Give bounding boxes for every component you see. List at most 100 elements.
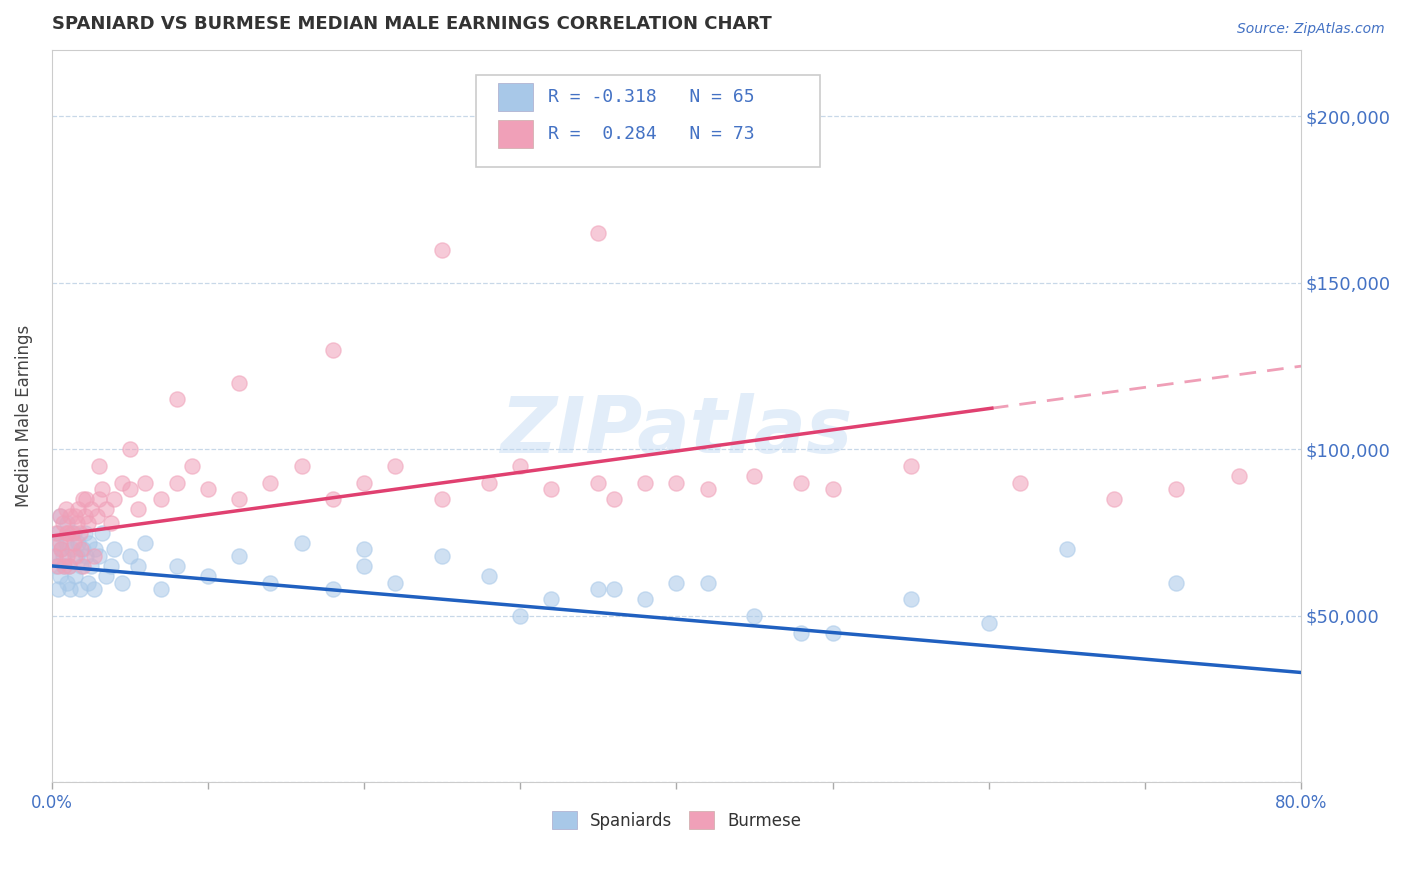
- Point: [540, 592, 562, 607]
- Point: [56, 525, 79, 540]
- Point: [90, 483, 112, 497]
- Point: [509, 458, 531, 473]
- Point: [83, 549, 105, 563]
- Point: [84, 542, 107, 557]
- Point: [58, 558, 80, 573]
- Point: [430, 243, 453, 257]
- Point: [259, 475, 281, 490]
- Text: R =  0.284   N = 73: R = 0.284 N = 73: [548, 125, 755, 144]
- Point: [87, 549, 110, 563]
- Point: [977, 615, 1000, 630]
- Point: [634, 475, 657, 490]
- Point: [118, 442, 141, 457]
- Point: [46, 558, 69, 573]
- Point: [127, 502, 149, 516]
- Point: [478, 569, 501, 583]
- Point: [259, 575, 281, 590]
- Point: [75, 492, 97, 507]
- Point: [353, 475, 375, 490]
- Y-axis label: Median Male Earnings: Median Male Earnings: [15, 325, 32, 508]
- Point: [744, 469, 766, 483]
- Point: [166, 475, 188, 490]
- Point: [134, 475, 156, 490]
- Point: [86, 508, 108, 523]
- Point: [665, 575, 688, 590]
- Point: [1056, 542, 1078, 557]
- Point: [52, 516, 75, 530]
- Point: [588, 226, 610, 240]
- Point: [166, 558, 188, 573]
- Point: [118, 549, 141, 563]
- Point: [55, 502, 77, 516]
- Point: [63, 569, 86, 583]
- Point: [588, 475, 610, 490]
- Legend: Spaniards, Burmese: Spaniards, Burmese: [546, 805, 808, 837]
- Point: [63, 508, 86, 523]
- Text: SPANIARD VS BURMESE MEDIAN MALE EARNINGS CORRELATION CHART: SPANIARD VS BURMESE MEDIAN MALE EARNINGS…: [52, 15, 772, 33]
- Point: [1164, 483, 1187, 497]
- Point: [49, 542, 72, 557]
- Point: [46, 525, 69, 540]
- Point: [821, 625, 844, 640]
- Point: [900, 592, 922, 607]
- Point: [59, 508, 82, 523]
- Point: [44, 549, 66, 563]
- Text: R = -0.318   N = 65: R = -0.318 N = 65: [548, 88, 755, 106]
- Point: [1227, 469, 1250, 483]
- Point: [53, 558, 76, 573]
- Point: [56, 525, 79, 540]
- Point: [49, 542, 72, 557]
- Point: [111, 575, 134, 590]
- Text: ZIPatlas: ZIPatlas: [501, 392, 852, 468]
- Point: [322, 343, 344, 357]
- Point: [100, 516, 122, 530]
- Point: [821, 483, 844, 497]
- Point: [83, 582, 105, 597]
- Point: [665, 475, 688, 490]
- Point: [56, 516, 79, 530]
- Point: [696, 575, 718, 590]
- Point: [75, 549, 97, 563]
- Point: [103, 492, 125, 507]
- Point: [45, 535, 67, 549]
- Point: [353, 542, 375, 557]
- Point: [384, 575, 406, 590]
- Point: [197, 569, 219, 583]
- Point: [90, 525, 112, 540]
- Text: Source: ZipAtlas.com: Source: ZipAtlas.com: [1237, 22, 1385, 37]
- Point: [603, 582, 626, 597]
- Bar: [498, 83, 533, 112]
- Point: [430, 492, 453, 507]
- Point: [111, 475, 134, 490]
- Point: [900, 458, 922, 473]
- Point: [540, 483, 562, 497]
- Point: [166, 392, 188, 407]
- Point: [181, 458, 204, 473]
- Point: [197, 483, 219, 497]
- Point: [48, 508, 70, 523]
- Bar: [498, 120, 533, 148]
- Point: [69, 582, 91, 597]
- Point: [52, 549, 75, 563]
- Point: [103, 542, 125, 557]
- Point: [87, 458, 110, 473]
- Point: [1102, 492, 1125, 507]
- Point: [48, 569, 70, 583]
- Point: [60, 542, 83, 557]
- Point: [790, 625, 813, 640]
- Point: [80, 502, 103, 516]
- Point: [87, 492, 110, 507]
- Point: [96, 569, 118, 583]
- Point: [67, 502, 90, 516]
- Point: [72, 492, 94, 507]
- Point: [1164, 575, 1187, 590]
- Point: [790, 475, 813, 490]
- Point: [73, 508, 96, 523]
- Point: [66, 549, 89, 563]
- Point: [67, 535, 90, 549]
- FancyBboxPatch shape: [477, 76, 820, 167]
- Point: [96, 502, 118, 516]
- Point: [1008, 475, 1031, 490]
- Point: [588, 582, 610, 597]
- Point: [100, 558, 122, 573]
